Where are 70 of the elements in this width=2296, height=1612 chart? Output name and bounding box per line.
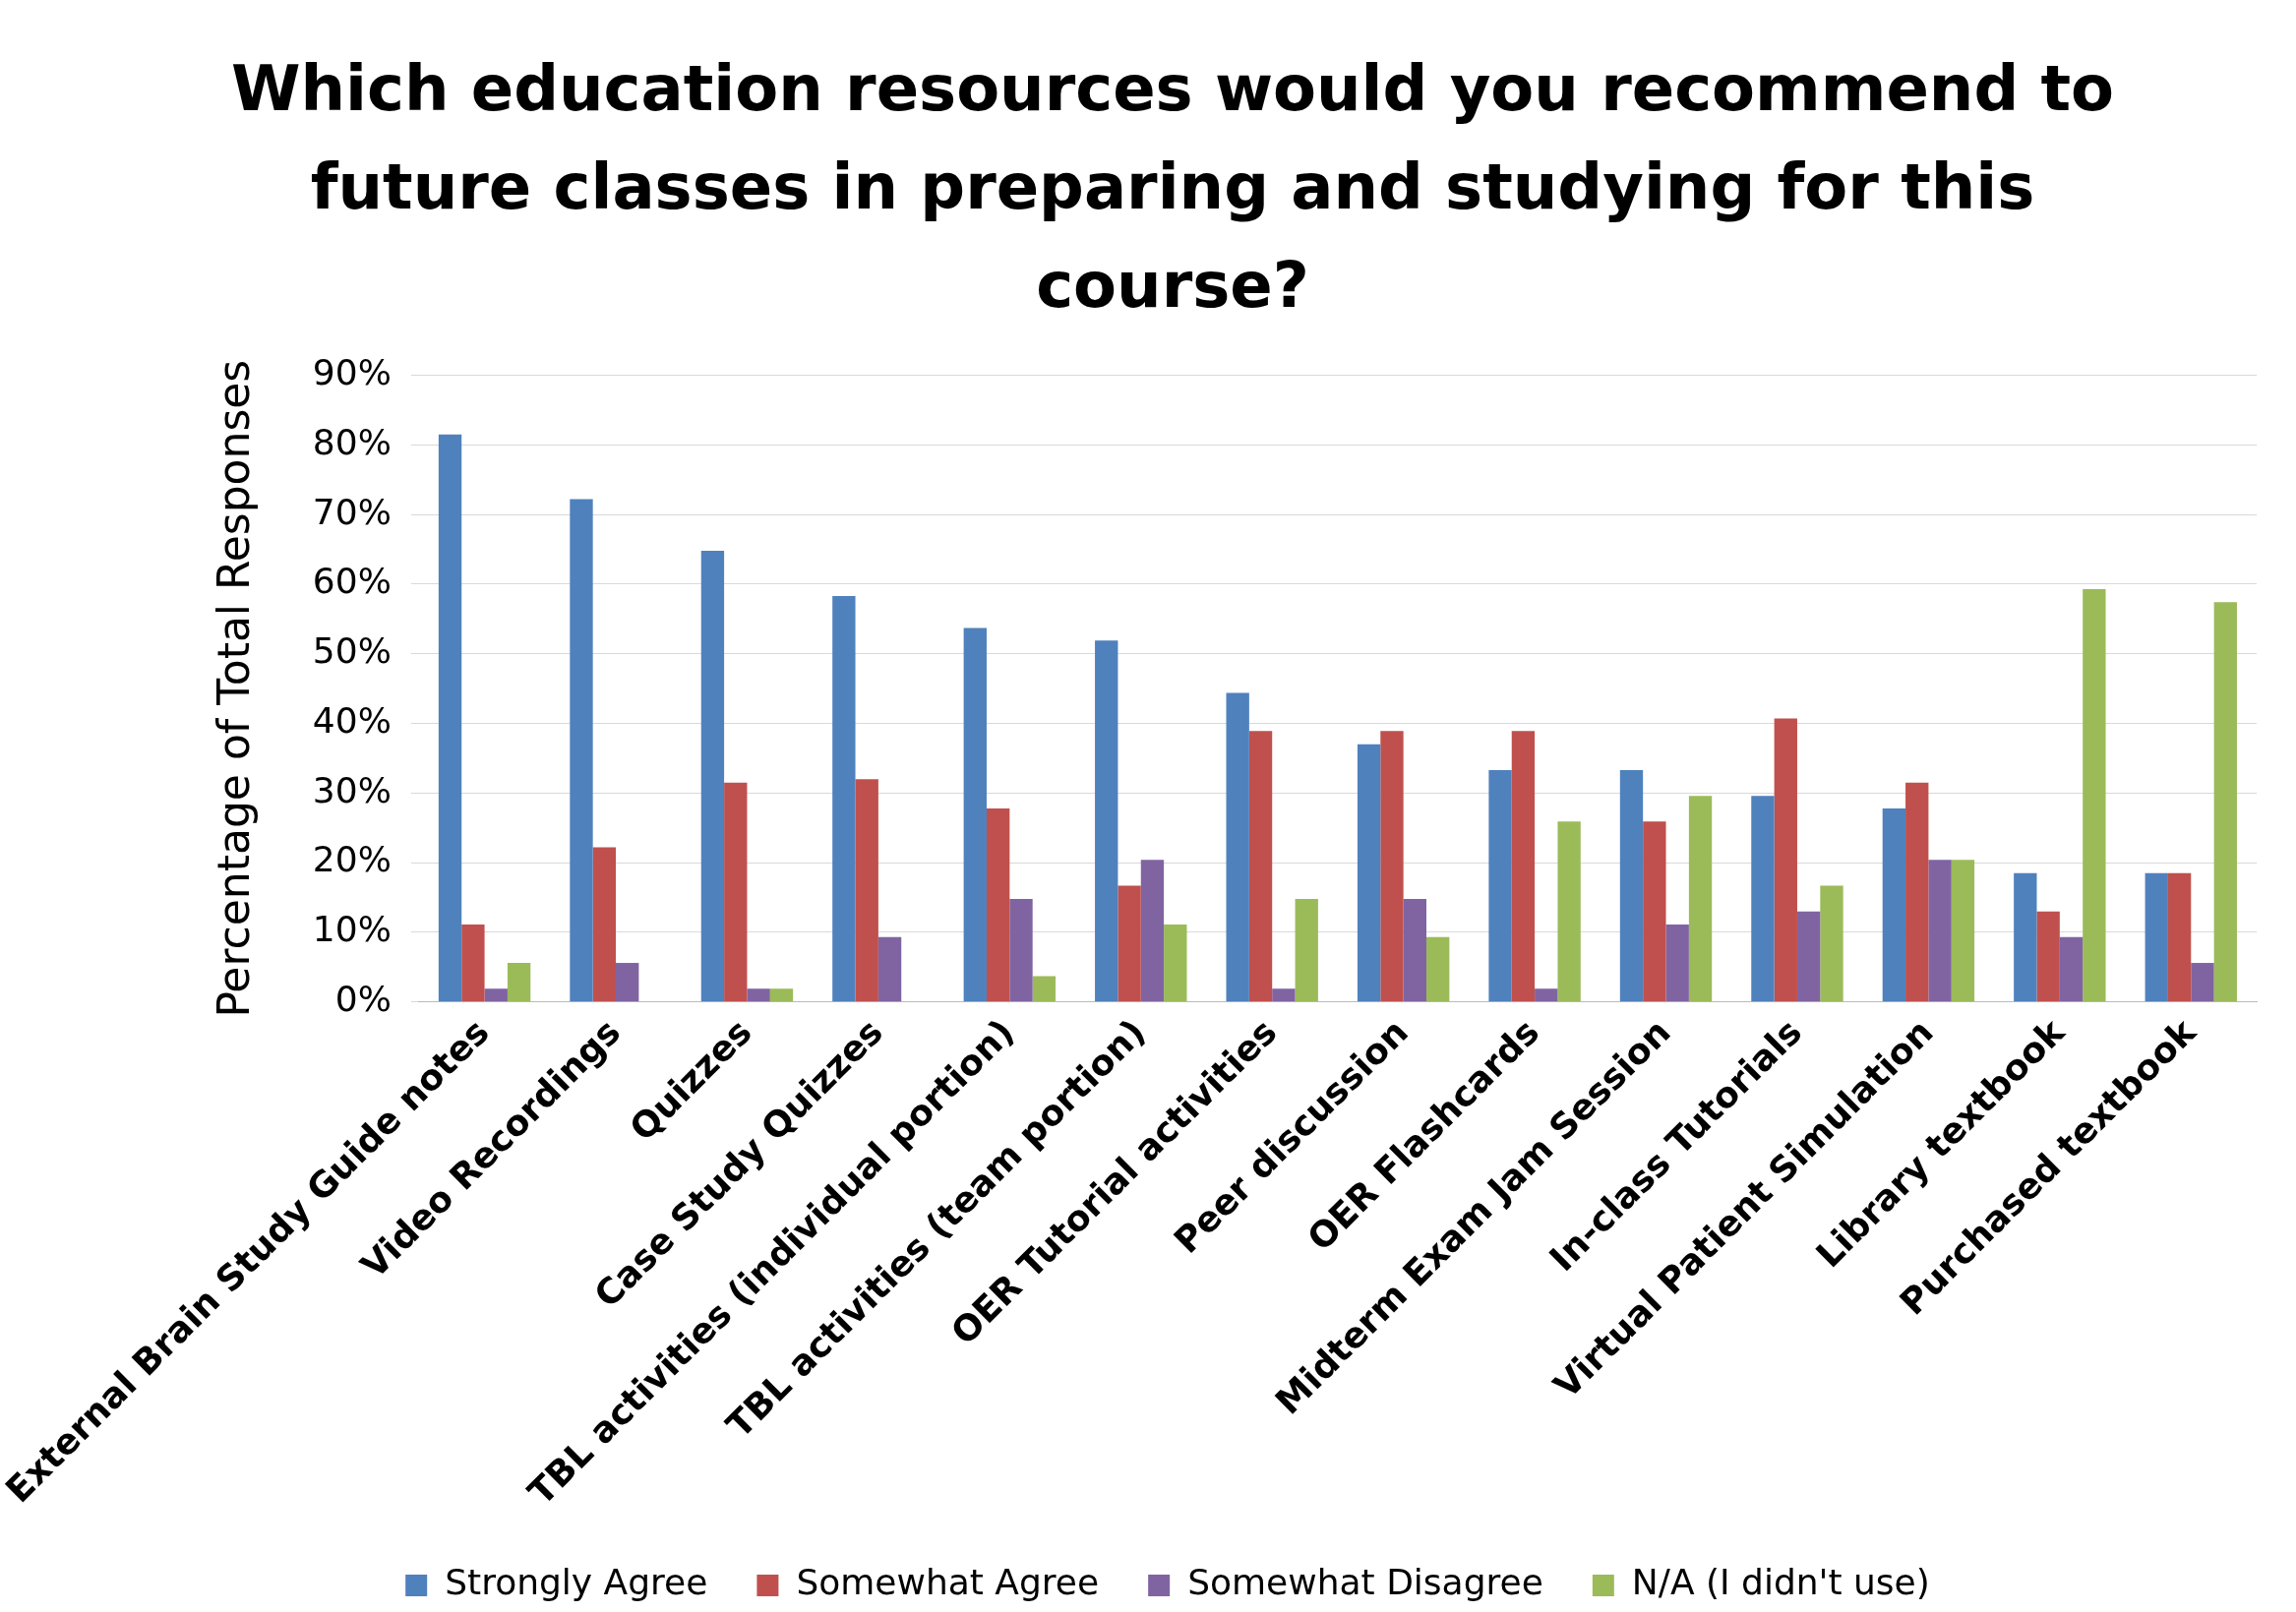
y-tick-label: 80% [312, 421, 392, 462]
bar [2036, 911, 2060, 1002]
bar [2014, 872, 2037, 1002]
bar [986, 807, 1010, 1002]
y-tick-label: 70% [312, 491, 392, 532]
bar [1557, 821, 1581, 1002]
bar [1118, 885, 1141, 1002]
bar [2213, 602, 2237, 1002]
bar [769, 988, 794, 1002]
bar [1095, 640, 1118, 1002]
bar [1226, 692, 1249, 1002]
bar [461, 925, 485, 1002]
bar [963, 627, 987, 1002]
bar [2083, 588, 2106, 1002]
bar [1774, 718, 1797, 1002]
y-tick-label: 50% [312, 630, 392, 672]
bar [1403, 898, 1426, 1002]
bar [484, 988, 508, 1002]
y-tick-label: 30% [312, 769, 392, 810]
bar [592, 847, 617, 1002]
y-tick-label: 10% [312, 909, 392, 950]
bar [1032, 976, 1057, 1002]
bar [724, 782, 748, 1002]
legend-label: Somewhat Agree [796, 1562, 1100, 1603]
bar [1619, 769, 1644, 1002]
bar [1688, 796, 1713, 1002]
y-tick-label: 0% [334, 979, 392, 1020]
bar [1820, 885, 1843, 1002]
bar [507, 963, 531, 1002]
bar [1248, 731, 1273, 1002]
bar [1511, 731, 1536, 1002]
y-axis-title: Percentage of Total Responses [208, 359, 259, 1018]
bar [1295, 898, 1318, 1002]
bar [1426, 936, 1450, 1002]
legend-label: N/A (I didn't use) [1631, 1562, 1930, 1603]
y-tick-label: 40% [312, 699, 392, 741]
bar [1140, 860, 1165, 1002]
bar [1535, 988, 1558, 1002]
bar [1882, 807, 1906, 1002]
bar [1751, 796, 1775, 1002]
legend-label: Strongly Agree [445, 1562, 708, 1603]
bar [2167, 872, 2192, 1002]
bar [877, 936, 902, 1002]
y-tick-label: 60% [312, 561, 392, 602]
bar [570, 499, 593, 1002]
bar [2145, 872, 2168, 1002]
bar [1488, 769, 1512, 1002]
bar [2059, 936, 2084, 1002]
bar [616, 963, 639, 1002]
legend-label: Somewhat Disagree [1187, 1562, 1543, 1603]
y-tick-label: 20% [312, 839, 392, 880]
bar [1905, 782, 1929, 1002]
bar [832, 596, 856, 1002]
bar [700, 550, 725, 1002]
bar [1009, 898, 1033, 1002]
bar [1665, 925, 1689, 1002]
bar [1357, 744, 1381, 1002]
bar [1643, 821, 1666, 1002]
bar [438, 434, 462, 1002]
chart-title: Which education resources would you recommend to future classes in preparing and studying for this course? [229, 51, 2116, 324]
bar [1951, 860, 1975, 1002]
bar [1928, 860, 1952, 1002]
bar [747, 988, 770, 1002]
bar [2191, 963, 2214, 1002]
bar [855, 779, 878, 1002]
bar [1380, 731, 1404, 1002]
y-tick-label: 90% [312, 351, 392, 392]
bar [1164, 925, 1187, 1002]
bar [1796, 911, 1821, 1002]
bar [1272, 988, 1296, 1002]
